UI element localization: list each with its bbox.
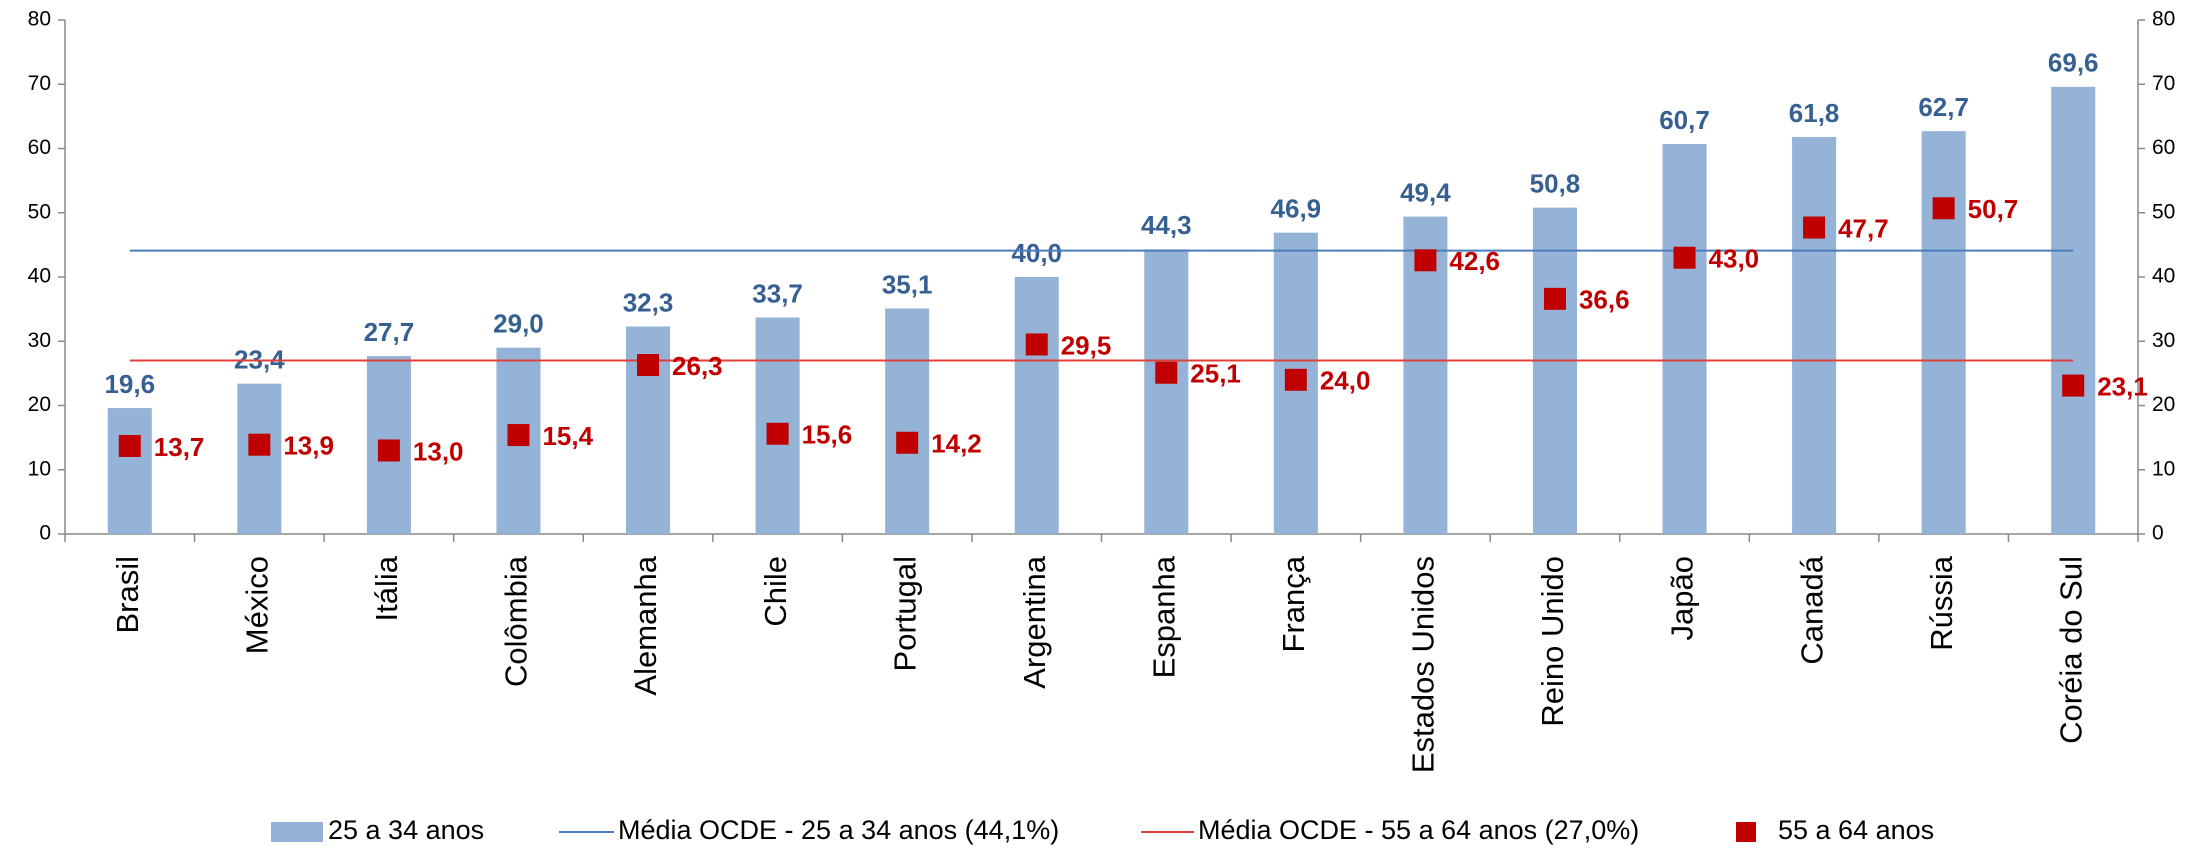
- marker-label: 14,2: [931, 429, 982, 459]
- y-tick-label: 80: [28, 8, 51, 31]
- marker-label: 13,7: [154, 432, 205, 462]
- marker: [1025, 333, 1048, 356]
- x-tick-label: Coréia do Sul: [2053, 556, 2088, 744]
- x-tick-label: Estados Unidos: [1406, 556, 1441, 773]
- x-tick-label: Japão: [1665, 556, 1700, 640]
- marker-label: 42,6: [1449, 246, 1500, 276]
- bar-label: 29,0: [493, 309, 544, 339]
- y-tick-label: 10: [28, 457, 51, 480]
- marker-label: 50,7: [1968, 194, 2019, 224]
- marker: [118, 434, 141, 457]
- marker: [1803, 216, 1826, 239]
- bar-label: 33,7: [752, 278, 803, 308]
- y2-tick-label: 10: [2152, 457, 2175, 480]
- bar: [885, 308, 930, 534]
- marker-label: 13,9: [283, 431, 334, 461]
- bar-label: 60,7: [1659, 105, 1710, 135]
- bar: [1921, 131, 1966, 534]
- bar-label: 62,7: [1918, 92, 1969, 122]
- y2-tick-label: 40: [2152, 265, 2175, 288]
- marker-label: 24,0: [1320, 366, 1371, 396]
- marker-label: 13,0: [413, 436, 464, 466]
- marker-label: 36,6: [1579, 285, 1630, 315]
- x-tick-label: Argentina: [1017, 555, 1052, 688]
- bar: [107, 408, 152, 534]
- x-tick-label: México: [240, 556, 275, 654]
- marker: [637, 354, 660, 377]
- marker-label: 29,5: [1061, 330, 1112, 360]
- y-tick-label: 50: [28, 200, 51, 223]
- bar-label: 61,8: [1789, 98, 1840, 128]
- marker: [248, 433, 271, 456]
- bar-label: 19,6: [104, 369, 155, 399]
- y2-tick-label: 70: [2152, 72, 2175, 95]
- x-tick-label: Canadá: [1794, 555, 1829, 664]
- y-tick-label: 20: [28, 393, 51, 416]
- marker-label: 26,3: [672, 351, 723, 381]
- marker: [1414, 249, 1437, 272]
- y2-tick-label: 30: [2152, 329, 2175, 352]
- x-tick-label: Espanha: [1146, 555, 1181, 678]
- y2-tick-label: 20: [2152, 393, 2175, 416]
- bar: [237, 383, 282, 534]
- y2-tick-label: 50: [2152, 200, 2175, 223]
- marker: [507, 424, 530, 447]
- x-tick-label: Brasil: [110, 556, 145, 634]
- marker: [377, 439, 400, 462]
- marker: [896, 431, 919, 454]
- legend-label: Média OCDE - 55 a 64 anos (27,0%): [1198, 815, 1639, 845]
- marker: [766, 422, 789, 445]
- bar-label: 44,3: [1141, 210, 1192, 240]
- bar-label: 32,3: [623, 287, 674, 317]
- bar-label: 40,0: [1011, 238, 1062, 268]
- marker: [2062, 374, 2085, 397]
- bar-label: 27,7: [364, 317, 415, 347]
- y2-tick-label: 80: [2152, 8, 2175, 31]
- marker-label: 25,1: [1190, 359, 1241, 389]
- bar: [1014, 277, 1059, 534]
- y2-tick-label: 60: [2152, 136, 2175, 159]
- bar: [2051, 86, 2096, 534]
- legend-swatch: [1736, 822, 1756, 842]
- x-tick-label: Colômbia: [499, 555, 534, 687]
- bar-label: 46,9: [1271, 194, 1322, 224]
- marker-label: 47,7: [1838, 213, 1889, 243]
- bar-label: 35,1: [882, 269, 933, 299]
- marker-label: 23,1: [2097, 371, 2148, 401]
- x-tick-label: França: [1276, 555, 1311, 652]
- bar: [1532, 207, 1577, 535]
- bar: [1792, 136, 1837, 534]
- y-tick-label: 40: [28, 265, 51, 288]
- x-tick-label: Rússia: [1924, 555, 1959, 651]
- y-tick-label: 60: [28, 136, 51, 159]
- marker-label: 15,4: [542, 421, 593, 451]
- marker: [1673, 246, 1696, 269]
- legend-label: 25 a 34 anos: [328, 815, 484, 845]
- marker: [1155, 361, 1178, 384]
- marker: [1932, 197, 1955, 220]
- legend-label: 55 a 64 anos: [1778, 815, 1934, 845]
- marker-label: 15,6: [802, 420, 853, 450]
- x-tick-label: Portugal: [887, 556, 922, 671]
- x-tick-label: Reino Unido: [1535, 556, 1570, 727]
- y-tick-label: 70: [28, 72, 51, 95]
- marker-label: 43,0: [1709, 244, 1760, 274]
- marker: [1284, 368, 1307, 391]
- marker: [1543, 287, 1566, 310]
- x-tick-label: Alemanha: [628, 555, 663, 695]
- bar-label: 50,8: [1530, 168, 1581, 198]
- bar: [1662, 144, 1707, 534]
- y2-tick-label: 0: [2152, 522, 2164, 545]
- x-tick-label: Chile: [758, 556, 793, 627]
- bar-label: 69,6: [2048, 48, 2099, 78]
- bar: [1144, 249, 1189, 534]
- legend-label: Média OCDE - 25 a 34 anos (44,1%): [618, 815, 1059, 845]
- legend-swatch: [271, 822, 323, 842]
- y-tick-label: 30: [28, 329, 51, 352]
- bar-label: 49,4: [1400, 177, 1451, 207]
- y-tick-label: 0: [39, 522, 51, 545]
- x-tick-label: Itália: [369, 555, 404, 621]
